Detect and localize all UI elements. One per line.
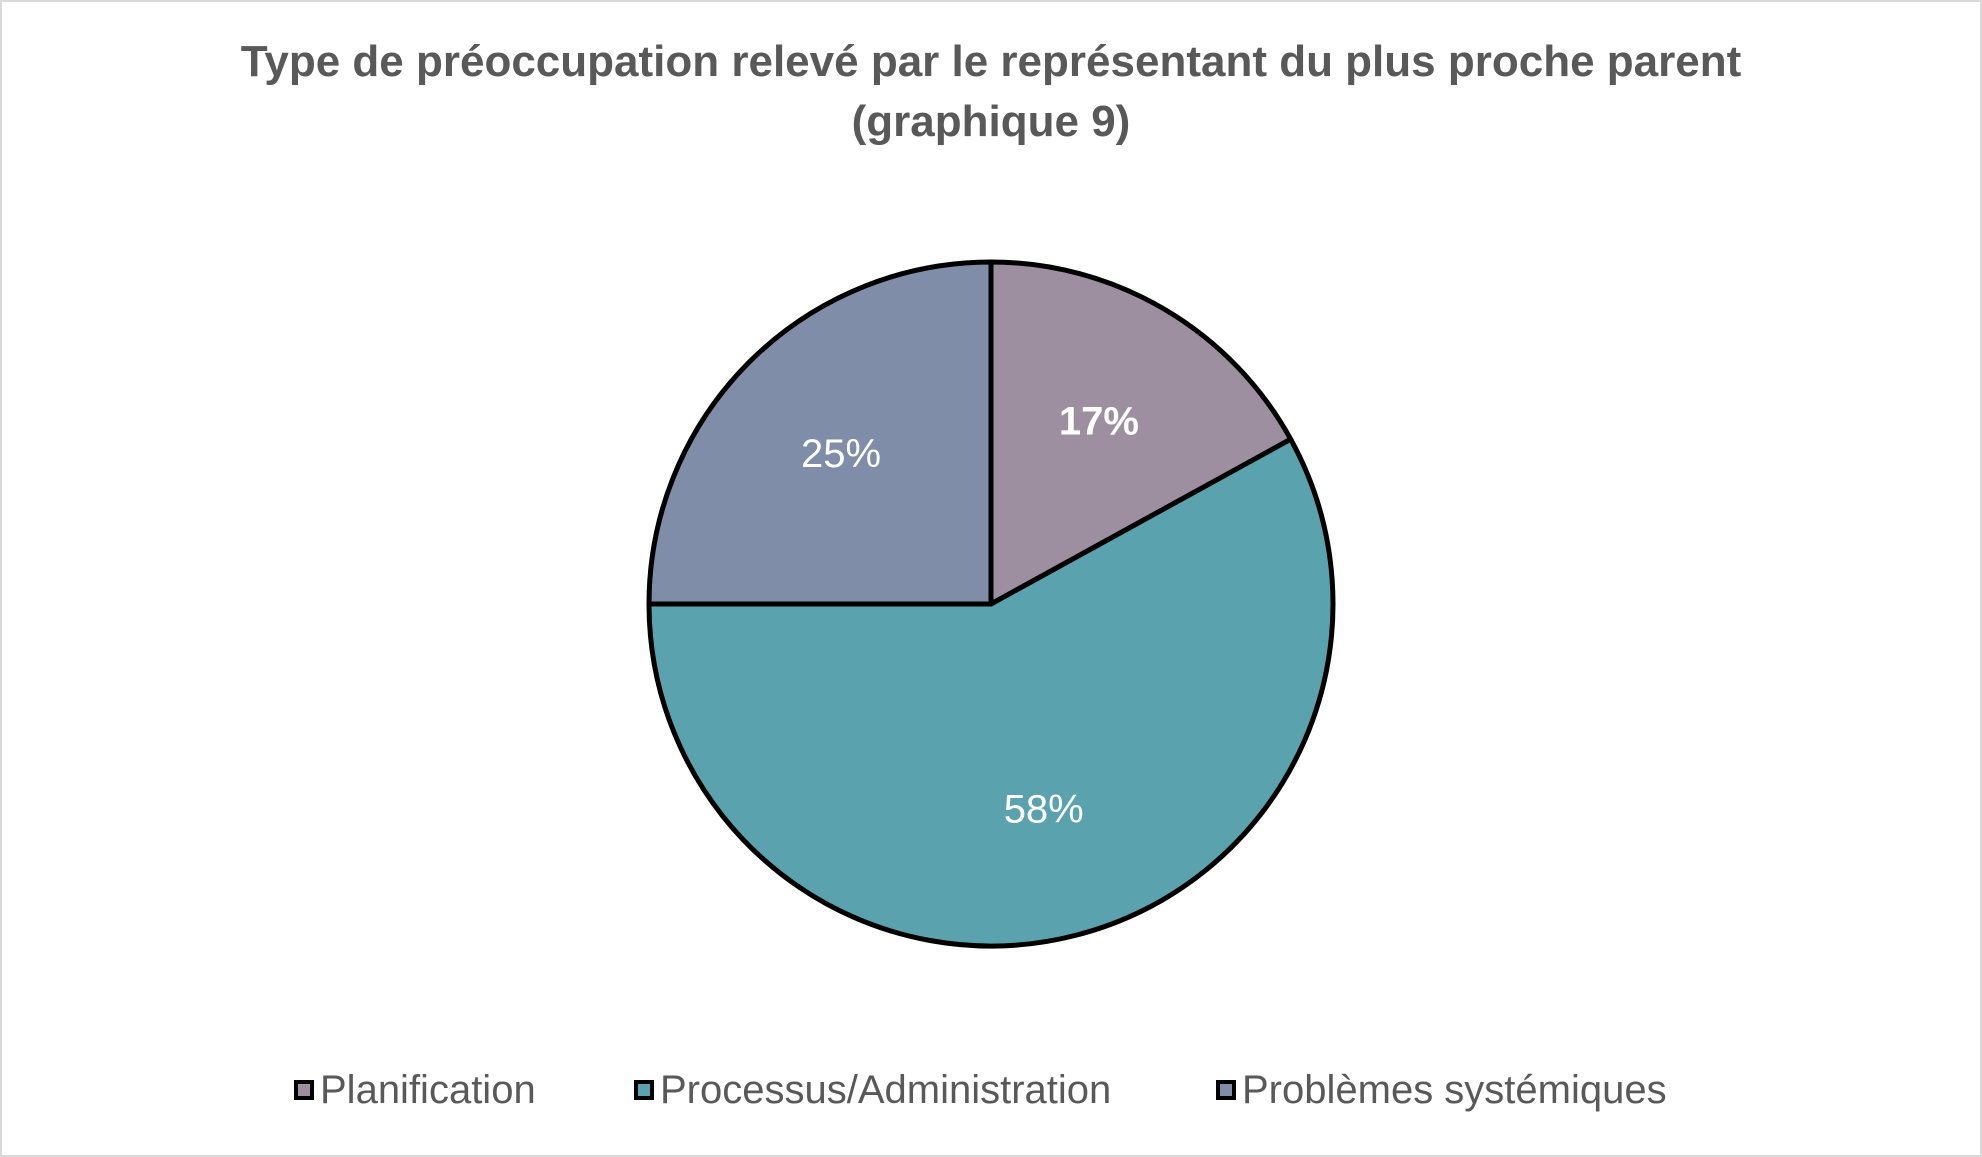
legend-item-problemes-systemiques: Problèmes systémiques	[1216, 1062, 1667, 1118]
legend-label-processus-administration: Processus/Administration	[660, 1067, 1112, 1112]
chart-title: Type de préoccupation relevé par le repr…	[240, 37, 1742, 146]
legend-item-planification: Planification	[294, 1062, 536, 1118]
data-label-planification: 17%	[1059, 399, 1139, 443]
pie-slice-problemes-systemiques	[646, 259, 994, 607]
legend-item-processus-administration: Processus/Administration	[634, 1062, 1111, 1118]
legend-label-problemes-systemiques: Problèmes systémiques	[1242, 1067, 1667, 1112]
legend-swatch-problemes-systemiques	[1216, 1080, 1236, 1100]
data-label-processus-administration: 58%	[1004, 787, 1084, 831]
pie-slice-processus-administration	[646, 436, 1336, 949]
data-label-problemes-systemiques: 25%	[801, 432, 881, 476]
chart-legend: Planification Processus/Administration P…	[0, 1062, 1982, 1118]
legend-swatch-planification	[294, 1080, 314, 1100]
pie-slices	[646, 259, 1336, 949]
pie-slice-planification	[988, 259, 1294, 607]
legend-swatch-processus-administration	[634, 1080, 654, 1100]
pie-data-labels: 17% 58% 25%	[801, 399, 1139, 831]
legend-label-planification: Planification	[320, 1067, 536, 1112]
